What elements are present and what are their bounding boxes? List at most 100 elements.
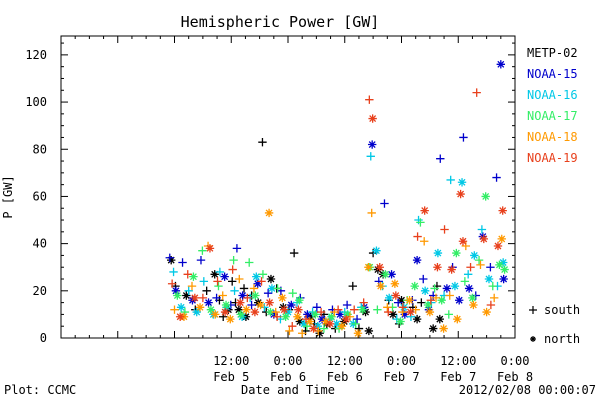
noaa-19-north-point (447, 265, 456, 274)
noaa-17-north-point (221, 300, 231, 310)
noaa-16-north-point (252, 272, 261, 281)
noaa-16-south-point (463, 270, 473, 279)
noaa-19-south-point (426, 296, 436, 305)
x-tick-date-label: Feb 6 (327, 370, 363, 384)
metp-02-south-point (354, 324, 364, 333)
noaa-19-south-point (365, 95, 374, 104)
noaa-16-north-point (192, 307, 201, 317)
noaa-17-north-point (281, 312, 290, 321)
noaa-19-south-point (472, 88, 481, 97)
noaa-15-north-point (335, 310, 345, 319)
noaa-17-south-point (460, 277, 470, 286)
noaa-17-north-point (173, 291, 182, 300)
x-tick-date-label: Feb 7 (440, 370, 476, 384)
noaa-18-north-point (264, 208, 274, 218)
metp-02-north-point (412, 314, 422, 324)
noaa-17-south-point (319, 324, 329, 333)
noaa-16-north-point (313, 322, 322, 331)
noaa-19-north-point (220, 307, 230, 317)
x-tick-time-label: 12:00 (327, 354, 363, 368)
y-axis: 0 20 40 60 80 100 120 (25, 42, 515, 345)
noaa-18-north-point (337, 322, 347, 331)
x-tick-time-label: 0:00 (387, 354, 416, 368)
noaa-15-north-point (412, 255, 422, 265)
noaa-16-south-point (215, 267, 225, 277)
noaa-19-north-point (341, 314, 351, 324)
noaa-19-north-point (280, 305, 289, 314)
plot-frame (60, 35, 516, 339)
x-tick-time-label: 12:00 (213, 354, 249, 368)
marker-legend: south north (529, 303, 580, 346)
noaa-15-south-point (342, 300, 352, 310)
noaa-17-north-point (423, 300, 433, 310)
metp-02-north-point (364, 326, 374, 336)
noaa-17-north-point (358, 305, 367, 314)
noaa-15-north-point (499, 274, 508, 284)
noaa-15-south-point (436, 154, 445, 163)
noaa-18-north-point (278, 293, 287, 303)
noaa-17-south-point (180, 307, 190, 317)
noaa-15-north-point (442, 284, 452, 293)
noaa-18-north-point (210, 310, 220, 319)
noaa-18-north-point (364, 263, 373, 272)
noaa-17-north-point (327, 312, 336, 321)
noaa-19-north-point (458, 237, 468, 246)
noaa-18-south-point (271, 307, 280, 317)
noaa-19-north-point (391, 291, 401, 300)
noaa-16-north-point (498, 258, 508, 267)
noaa-15-north-point (387, 270, 396, 279)
noaa-15-north-point (478, 232, 488, 241)
metp-02-south-point (348, 281, 357, 291)
noaa-19-north-point (294, 305, 303, 314)
noaa-19-north-point (205, 244, 215, 253)
metp-02-south-point (239, 284, 249, 293)
noaa-16-north-point (332, 319, 341, 329)
legend-entry: NOAA-18 (527, 130, 578, 144)
noaa-17-south-point (488, 281, 497, 291)
x-tick-date-label: Feb 8 (497, 370, 533, 384)
noaa-18-north-point (256, 300, 265, 310)
noaa-16-north-point (299, 319, 309, 329)
noaa-15-north-point (238, 291, 247, 300)
noaa-17-south-point (273, 284, 282, 293)
metp-02-north-point (435, 314, 445, 324)
noaa-17-north-point (437, 296, 446, 305)
noaa-19-south-point (384, 307, 393, 317)
y-tick-label: 40 (33, 237, 47, 251)
noaa-18-north-point (482, 307, 491, 317)
noaa-18-north-point (242, 305, 251, 314)
noaa-18-north-point (226, 314, 235, 324)
noaa-16-north-point (237, 312, 247, 321)
noaa-18-north-point (425, 307, 435, 317)
y-tick-label: 60 (33, 189, 47, 203)
noaa-18-south-point (218, 291, 227, 300)
metp-02-north-point (182, 291, 191, 300)
y-tick-label: 80 (33, 142, 47, 156)
noaa-19-north-point (456, 189, 465, 199)
noaa-19-north-point (309, 324, 318, 333)
metp-02-south-point (202, 286, 211, 296)
noaa-19-north-point (479, 234, 488, 244)
noaa-17-north-point (481, 192, 490, 201)
noaa-18-south-point (461, 241, 471, 251)
noaa-15-south-point (419, 274, 428, 284)
metp-02-south-point (417, 298, 426, 307)
noaa-17-south-point (245, 258, 254, 267)
y-tick-label: 20 (33, 284, 47, 298)
noaa-18-south-point (235, 274, 244, 284)
noaa-18-north-point (293, 312, 302, 321)
noaa-16-north-point (267, 284, 277, 293)
noaa-16-north-point (433, 248, 443, 258)
noaa-17-north-point (452, 248, 461, 258)
metp-02-north-point (279, 303, 288, 312)
noaa-17-south-point (198, 246, 207, 255)
x-axis-label: Date and Time (241, 383, 335, 397)
noaa-18-south-point (420, 237, 429, 246)
marker-legend-label: north (544, 332, 580, 346)
noaa-15-north-point (287, 300, 296, 310)
plot-timestamp: 2012/02/08 00:00:07 (459, 383, 596, 397)
noaa-19-south-point (350, 305, 359, 314)
marker-legend-label: south (544, 303, 580, 317)
noaa-15-south-point (352, 314, 362, 324)
